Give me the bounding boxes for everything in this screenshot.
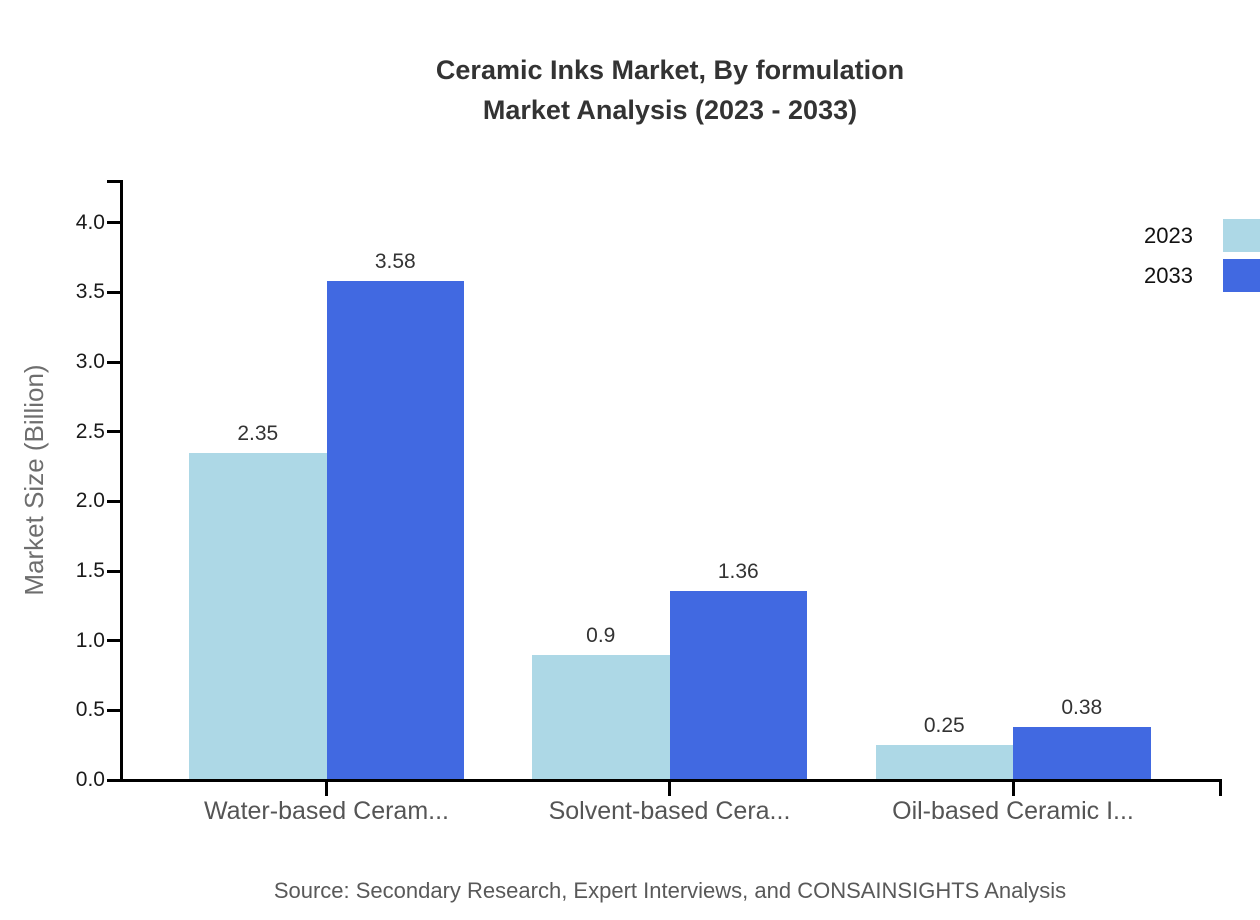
x-axis-tick xyxy=(325,782,328,796)
y-axis-tick xyxy=(107,360,121,364)
legend-swatch-2033 xyxy=(1223,259,1260,292)
x-axis-category-label: Solvent-based Cera... xyxy=(548,797,791,825)
y-axis-tick-label: 3.5 xyxy=(75,280,105,304)
y-axis-tick xyxy=(107,778,121,782)
bar-2023-1 xyxy=(189,452,327,780)
bar-2023-3 xyxy=(875,745,1013,780)
bar-value-label: 1.36 xyxy=(717,559,759,583)
y-axis-tick-label: 3.0 xyxy=(75,350,105,374)
y-axis-tick xyxy=(107,708,121,712)
y-axis-tick xyxy=(107,290,121,294)
y-axis-tick xyxy=(107,569,121,573)
y-axis-tick-label: 2.0 xyxy=(75,489,105,513)
y-axis-tick-label: 2.5 xyxy=(75,419,105,443)
x-axis-line xyxy=(119,779,1222,782)
legend: 2023 2033 xyxy=(1144,219,1260,292)
chart-title: Ceramic Inks Market, By formulation Mark… xyxy=(80,50,1260,130)
y-axis-tick-label: 1.0 xyxy=(75,628,105,652)
bar-2033-3 xyxy=(1013,727,1151,780)
bar-value-label: 0.9 xyxy=(586,623,616,647)
legend-label-2033: 2033 xyxy=(1144,262,1193,288)
x-axis-tick xyxy=(668,782,671,796)
bar-2033-1 xyxy=(326,281,464,780)
x-axis-end-cap xyxy=(1219,782,1222,796)
x-axis-tick xyxy=(1011,782,1015,796)
y-axis-tick-label: 1.5 xyxy=(75,559,105,583)
legend-swatch-2023 xyxy=(1223,219,1260,252)
y-axis-tick-label: 0.5 xyxy=(75,698,105,722)
y-axis-tick-label: 4.0 xyxy=(75,210,105,234)
y-axis-tick xyxy=(107,430,121,434)
chart-title-line1: Ceramic Inks Market, By formulation xyxy=(435,55,905,85)
bar-2033-2 xyxy=(669,590,807,780)
y-axis-tick xyxy=(107,499,121,503)
bar-value-label: 2.35 xyxy=(237,421,279,445)
y-axis-end-cap xyxy=(107,180,121,183)
legend-item-2023: 2023 xyxy=(1144,219,1260,252)
chart-title-line2: Market Analysis (2023 - 2033) xyxy=(482,95,858,125)
y-axis-tick xyxy=(107,221,121,225)
x-axis-category-label: Oil-based Ceramic I... xyxy=(892,797,1134,825)
bar-2023-2 xyxy=(532,654,670,780)
legend-item-2033: 2033 xyxy=(1144,259,1260,292)
legend-label-2023: 2023 xyxy=(1144,222,1193,248)
y-axis-line xyxy=(119,180,123,782)
y-axis-tick xyxy=(107,639,121,643)
x-axis-category-label: Water-based Ceram... xyxy=(204,797,449,825)
y-axis-tick-label: 0.0 xyxy=(75,768,105,791)
bar-value-label: 0.25 xyxy=(923,714,965,738)
bar-value-label: 0.38 xyxy=(1061,696,1103,720)
source-note: Source: Secondary Research, Expert Inter… xyxy=(273,878,1067,903)
bar-value-label: 3.58 xyxy=(374,250,416,274)
